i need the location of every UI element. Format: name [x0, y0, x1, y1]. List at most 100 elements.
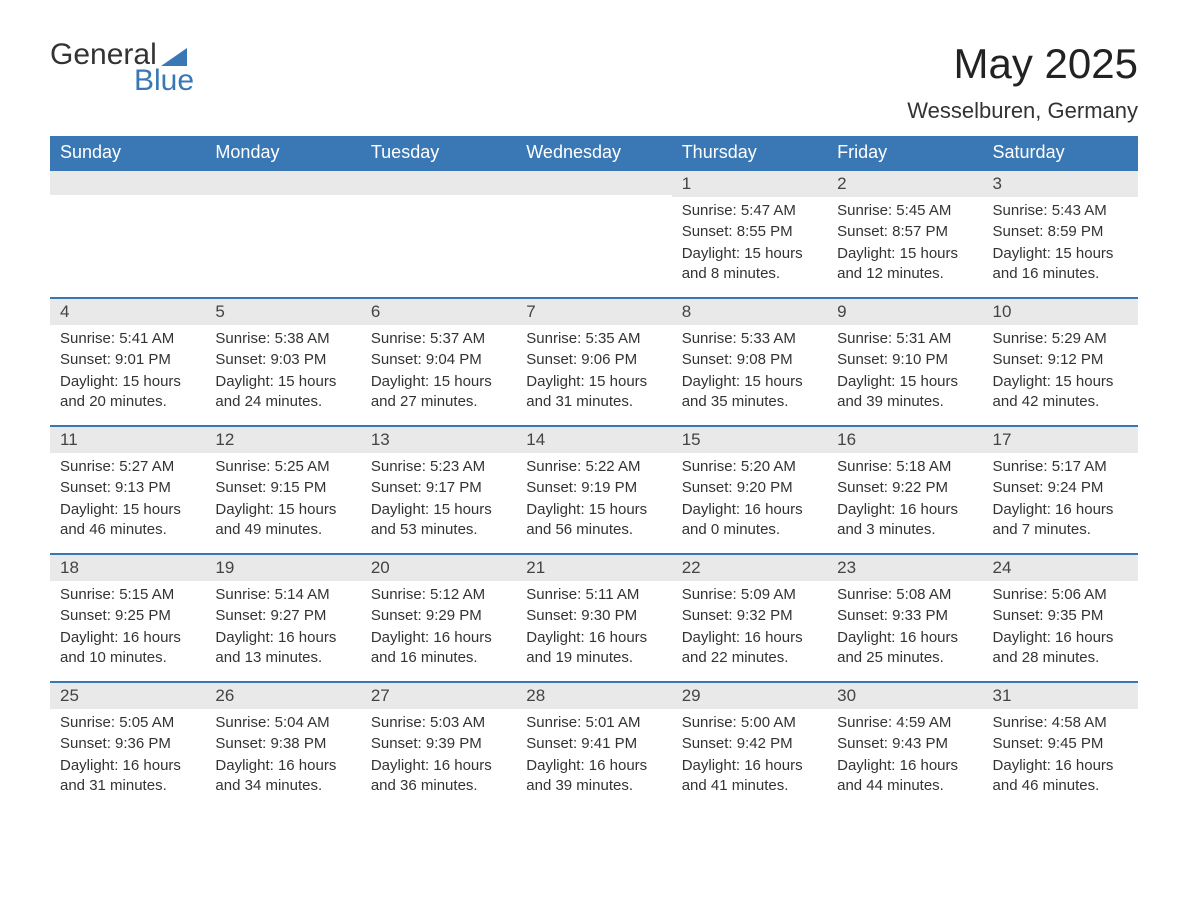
day-cell: 22Sunrise: 5:09 AMSunset: 9:32 PMDayligh…	[672, 553, 827, 681]
empty-day	[516, 169, 671, 195]
day-number: 7	[516, 299, 671, 325]
daylight-line: Daylight: 16 hours and 3 minutes.	[837, 500, 972, 541]
day-cell: 6Sunrise: 5:37 AMSunset: 9:04 PMDaylight…	[361, 297, 516, 425]
sunset-line: Sunset: 9:03 PM	[215, 350, 350, 370]
sunrise-line: Sunrise: 5:27 AM	[60, 457, 195, 477]
sunset-line: Sunset: 9:38 PM	[215, 734, 350, 754]
sunrise-line: Sunrise: 5:29 AM	[993, 329, 1128, 349]
day-cell: 31Sunrise: 4:58 AMSunset: 9:45 PMDayligh…	[983, 681, 1138, 809]
day-number: 10	[983, 299, 1138, 325]
daylight-line: Daylight: 15 hours and 16 minutes.	[993, 244, 1128, 285]
daylight-line: Daylight: 15 hours and 24 minutes.	[215, 372, 350, 413]
daylight-line: Daylight: 15 hours and 8 minutes.	[682, 244, 817, 285]
day-number: 19	[205, 555, 360, 581]
calendar-cell	[516, 169, 671, 297]
sunrise-line: Sunrise: 5:31 AM	[837, 329, 972, 349]
day-cell: 1Sunrise: 5:47 AMSunset: 8:55 PMDaylight…	[672, 169, 827, 297]
sunrise-line: Sunrise: 5:47 AM	[682, 201, 817, 221]
day-body: Sunrise: 5:06 AMSunset: 9:35 PMDaylight:…	[983, 581, 1138, 677]
day-body: Sunrise: 5:18 AMSunset: 9:22 PMDaylight:…	[827, 453, 982, 549]
sunrise-line: Sunrise: 5:04 AM	[215, 713, 350, 733]
sunrise-line: Sunrise: 5:05 AM	[60, 713, 195, 733]
sunset-line: Sunset: 9:22 PM	[837, 478, 972, 498]
day-cell: 21Sunrise: 5:11 AMSunset: 9:30 PMDayligh…	[516, 553, 671, 681]
day-body: Sunrise: 5:47 AMSunset: 8:55 PMDaylight:…	[672, 197, 827, 293]
day-body: Sunrise: 5:45 AMSunset: 8:57 PMDaylight:…	[827, 197, 982, 293]
sunset-line: Sunset: 8:59 PM	[993, 222, 1128, 242]
day-body: Sunrise: 5:00 AMSunset: 9:42 PMDaylight:…	[672, 709, 827, 805]
sunrise-line: Sunrise: 5:41 AM	[60, 329, 195, 349]
sunrise-line: Sunrise: 5:20 AM	[682, 457, 817, 477]
daylight-line: Daylight: 16 hours and 39 minutes.	[526, 756, 661, 797]
calendar-table: SundayMondayTuesdayWednesdayThursdayFrid…	[50, 136, 1138, 809]
day-cell: 24Sunrise: 5:06 AMSunset: 9:35 PMDayligh…	[983, 553, 1138, 681]
sunset-line: Sunset: 9:30 PM	[526, 606, 661, 626]
day-number: 16	[827, 427, 982, 453]
title-block: May 2025 Wesselburen, Germany	[907, 40, 1138, 124]
calendar-cell	[361, 169, 516, 297]
day-cell: 29Sunrise: 5:00 AMSunset: 9:42 PMDayligh…	[672, 681, 827, 809]
day-body: Sunrise: 4:58 AMSunset: 9:45 PMDaylight:…	[983, 709, 1138, 805]
sunrise-line: Sunrise: 5:15 AM	[60, 585, 195, 605]
sunrise-line: Sunrise: 4:58 AM	[993, 713, 1128, 733]
daylight-line: Daylight: 16 hours and 10 minutes.	[60, 628, 195, 669]
day-number: 28	[516, 683, 671, 709]
sunset-line: Sunset: 9:27 PM	[215, 606, 350, 626]
sunrise-line: Sunrise: 5:03 AM	[371, 713, 506, 733]
day-cell: 15Sunrise: 5:20 AMSunset: 9:20 PMDayligh…	[672, 425, 827, 553]
sunset-line: Sunset: 8:55 PM	[682, 222, 817, 242]
calendar-cell: 23Sunrise: 5:08 AMSunset: 9:33 PMDayligh…	[827, 553, 982, 681]
day-number: 20	[361, 555, 516, 581]
sunrise-line: Sunrise: 5:06 AM	[993, 585, 1128, 605]
day-number: 2	[827, 171, 982, 197]
sunset-line: Sunset: 9:29 PM	[371, 606, 506, 626]
day-cell: 18Sunrise: 5:15 AMSunset: 9:25 PMDayligh…	[50, 553, 205, 681]
day-cell: 17Sunrise: 5:17 AMSunset: 9:24 PMDayligh…	[983, 425, 1138, 553]
day-number: 12	[205, 427, 360, 453]
day-cell: 5Sunrise: 5:38 AMSunset: 9:03 PMDaylight…	[205, 297, 360, 425]
day-cell: 19Sunrise: 5:14 AMSunset: 9:27 PMDayligh…	[205, 553, 360, 681]
sunset-line: Sunset: 9:10 PM	[837, 350, 972, 370]
day-number: 14	[516, 427, 671, 453]
day-cell: 26Sunrise: 5:04 AMSunset: 9:38 PMDayligh…	[205, 681, 360, 809]
daylight-line: Daylight: 16 hours and 7 minutes.	[993, 500, 1128, 541]
day-header: Sunday	[50, 136, 205, 169]
day-cell: 13Sunrise: 5:23 AMSunset: 9:17 PMDayligh…	[361, 425, 516, 553]
daylight-line: Daylight: 15 hours and 31 minutes.	[526, 372, 661, 413]
calendar-cell: 17Sunrise: 5:17 AMSunset: 9:24 PMDayligh…	[983, 425, 1138, 553]
calendar-cell	[205, 169, 360, 297]
day-number: 18	[50, 555, 205, 581]
sunset-line: Sunset: 9:39 PM	[371, 734, 506, 754]
day-body: Sunrise: 5:20 AMSunset: 9:20 PMDaylight:…	[672, 453, 827, 549]
sunrise-line: Sunrise: 5:45 AM	[837, 201, 972, 221]
sunset-line: Sunset: 9:20 PM	[682, 478, 817, 498]
day-body: Sunrise: 5:04 AMSunset: 9:38 PMDaylight:…	[205, 709, 360, 805]
daylight-line: Daylight: 15 hours and 42 minutes.	[993, 372, 1128, 413]
empty-day	[50, 169, 205, 195]
day-body: Sunrise: 5:01 AMSunset: 9:41 PMDaylight:…	[516, 709, 671, 805]
calendar-cell: 19Sunrise: 5:14 AMSunset: 9:27 PMDayligh…	[205, 553, 360, 681]
calendar-cell: 28Sunrise: 5:01 AMSunset: 9:41 PMDayligh…	[516, 681, 671, 809]
day-number: 29	[672, 683, 827, 709]
calendar-cell: 16Sunrise: 5:18 AMSunset: 9:22 PMDayligh…	[827, 425, 982, 553]
sunrise-line: Sunrise: 5:37 AM	[371, 329, 506, 349]
sunset-line: Sunset: 9:45 PM	[993, 734, 1128, 754]
day-header: Tuesday	[361, 136, 516, 169]
calendar-cell: 9Sunrise: 5:31 AMSunset: 9:10 PMDaylight…	[827, 297, 982, 425]
sunset-line: Sunset: 9:12 PM	[993, 350, 1128, 370]
day-number: 13	[361, 427, 516, 453]
logo-word-2: Blue	[50, 66, 194, 96]
calendar-cell: 7Sunrise: 5:35 AMSunset: 9:06 PMDaylight…	[516, 297, 671, 425]
sunset-line: Sunset: 9:43 PM	[837, 734, 972, 754]
day-number: 6	[361, 299, 516, 325]
calendar-cell: 15Sunrise: 5:20 AMSunset: 9:20 PMDayligh…	[672, 425, 827, 553]
sunrise-line: Sunrise: 5:09 AM	[682, 585, 817, 605]
day-body: Sunrise: 5:25 AMSunset: 9:15 PMDaylight:…	[205, 453, 360, 549]
daylight-line: Daylight: 16 hours and 44 minutes.	[837, 756, 972, 797]
sunrise-line: Sunrise: 5:01 AM	[526, 713, 661, 733]
sunset-line: Sunset: 9:15 PM	[215, 478, 350, 498]
sunrise-line: Sunrise: 5:00 AM	[682, 713, 817, 733]
day-number: 3	[983, 171, 1138, 197]
calendar-week-row: 1Sunrise: 5:47 AMSunset: 8:55 PMDaylight…	[50, 169, 1138, 297]
calendar-cell: 4Sunrise: 5:41 AMSunset: 9:01 PMDaylight…	[50, 297, 205, 425]
